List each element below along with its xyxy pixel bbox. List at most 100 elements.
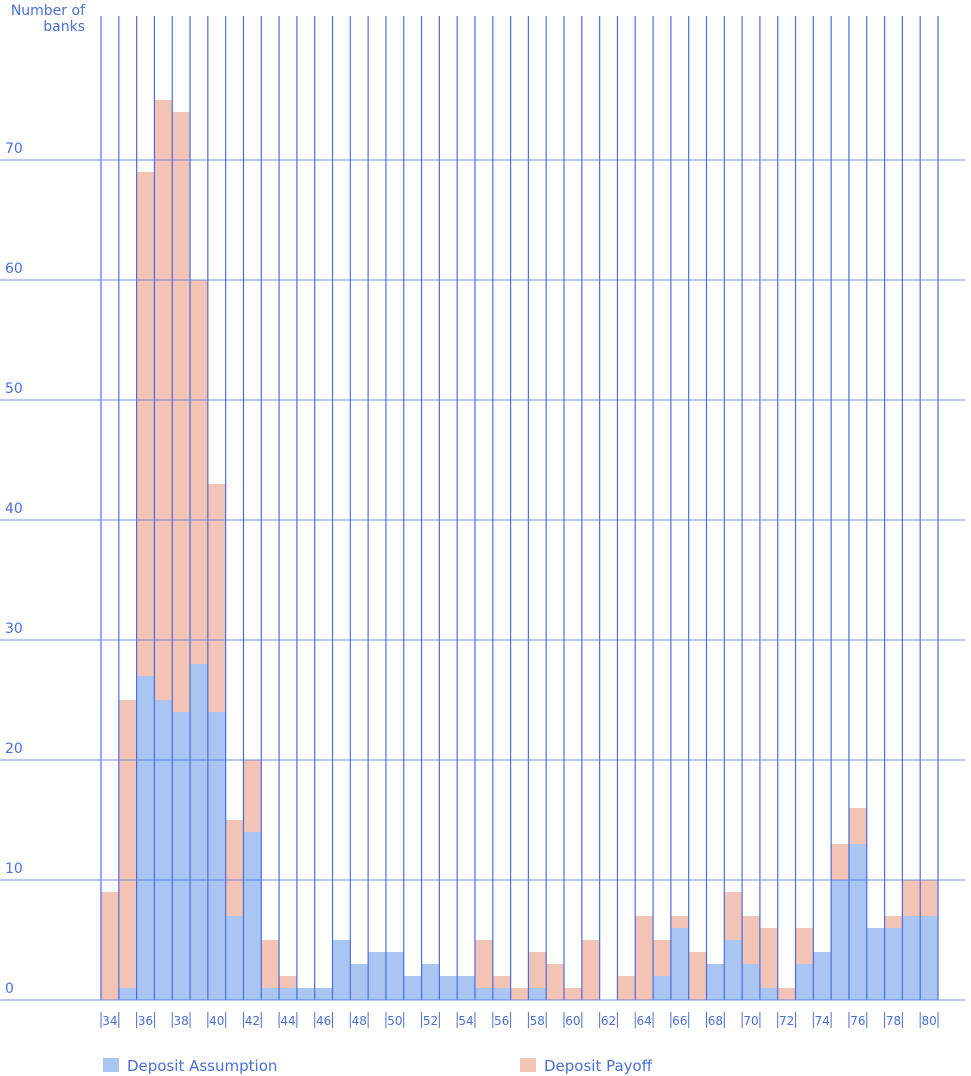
y-tick-label: 70 <box>5 141 23 157</box>
bar-segment <box>902 916 921 1000</box>
bar-segment <box>653 976 671 1000</box>
bar-segment <box>724 892 743 940</box>
bar-segment <box>848 808 867 844</box>
bar-segment <box>279 988 297 1000</box>
x-tick-label: 60 <box>565 1014 580 1028</box>
x-tick-label: 72 <box>779 1014 794 1028</box>
bar-segment <box>261 940 280 988</box>
bar-segment <box>920 916 938 1000</box>
bar-segment <box>492 976 511 988</box>
bar-segment <box>136 172 155 676</box>
x-tick-label: 70 <box>743 1014 758 1028</box>
bar-segment <box>884 916 903 928</box>
x-tick-label: 44 <box>280 1014 295 1028</box>
bar-segment <box>421 964 440 1000</box>
bar-segment <box>920 880 938 916</box>
bar-segment <box>742 964 760 1000</box>
bar-segment <box>492 988 511 1000</box>
bar-segment <box>439 976 458 1000</box>
x-tick-label: 52 <box>423 1014 438 1028</box>
bar-segment <box>474 988 493 1000</box>
x-tick-label: 66 <box>672 1014 687 1028</box>
y-tick-label: 60 <box>5 261 23 277</box>
x-tick-label: 36 <box>138 1014 153 1028</box>
bar-segment <box>706 964 725 1000</box>
x-tick-label: 42 <box>245 1014 260 1028</box>
x-tick-label: 48 <box>352 1014 367 1028</box>
y-tick-label: 10 <box>5 861 23 877</box>
bar-segment <box>332 940 351 1000</box>
bar-segment <box>831 880 849 1000</box>
bar-segment <box>759 928 778 988</box>
bar-segment <box>207 484 226 712</box>
bar-segment <box>510 988 529 1000</box>
bar-segment <box>385 952 404 1000</box>
bar-segment <box>190 664 208 1000</box>
x-tick-label: 50 <box>387 1014 402 1028</box>
bar-segment <box>279 976 297 988</box>
y-tick-label: 40 <box>5 501 23 517</box>
x-tick-label: 62 <box>601 1014 616 1028</box>
y-tick-label: 0 <box>5 981 14 997</box>
bar-segment <box>172 712 191 1000</box>
bar-segment <box>350 964 369 1000</box>
x-tick-label: 56 <box>494 1014 509 1028</box>
x-tick-label: 68 <box>708 1014 723 1028</box>
bar-segment <box>172 112 191 712</box>
x-tick-label: 64 <box>637 1014 652 1028</box>
bar-segment <box>136 676 155 1000</box>
bar-segment <box>474 940 493 988</box>
legend-swatch <box>520 1058 536 1072</box>
legend-swatch <box>103 1058 119 1072</box>
bar-segment <box>902 880 921 916</box>
bar-segment <box>403 976 422 1000</box>
bar-segment <box>724 940 743 1000</box>
bar-segment <box>813 952 832 1000</box>
bar-segment <box>118 988 137 1000</box>
x-tick-label: 80 <box>921 1014 936 1028</box>
bar-segment <box>118 700 137 988</box>
bar-segment <box>101 892 119 1000</box>
x-tick-label: 74 <box>815 1014 830 1028</box>
bar-segment <box>243 760 262 832</box>
x-tick-label: 38 <box>173 1014 188 1028</box>
bar-segment <box>564 988 582 1000</box>
bar-segment <box>457 976 475 1000</box>
bar-segment <box>546 964 565 1000</box>
legend-label: Deposit Payoff <box>544 1057 653 1075</box>
x-tick-label: 58 <box>530 1014 545 1028</box>
x-tick-label: 34 <box>102 1014 117 1028</box>
bar-segment <box>777 988 796 1000</box>
bar-segment <box>848 844 867 1000</box>
bar-segment <box>528 988 547 1000</box>
x-tick-label: 54 <box>458 1014 473 1028</box>
legend-label: Deposit Assumption <box>127 1057 277 1075</box>
bar-segment <box>261 988 280 1000</box>
bar-segment <box>688 952 707 1000</box>
bar-segment <box>225 820 244 916</box>
bar-segment <box>225 916 244 1000</box>
bar-segment <box>831 844 849 880</box>
x-tick-label: 78 <box>886 1014 901 1028</box>
x-tick-label: 76 <box>850 1014 865 1028</box>
bar-segment <box>759 988 778 1000</box>
x-tick-label: 40 <box>209 1014 224 1028</box>
bar-segment <box>528 952 547 988</box>
bar-segment <box>795 928 814 964</box>
bar-segment <box>884 928 903 1000</box>
y-tick-label: 30 <box>5 621 23 637</box>
bar-segment <box>581 940 600 1000</box>
bar-segment <box>795 964 814 1000</box>
y-tick-label: 50 <box>5 381 23 397</box>
y-tick-label: 20 <box>5 741 23 757</box>
bar-segment <box>617 976 636 1000</box>
bar-segment <box>635 916 654 1000</box>
bar-segment <box>154 700 173 1000</box>
bar-segment <box>670 928 689 1000</box>
bar-segment <box>190 280 208 664</box>
bar-segment <box>742 916 760 964</box>
bar-segment <box>243 832 262 1000</box>
bar-segment <box>296 988 315 1000</box>
